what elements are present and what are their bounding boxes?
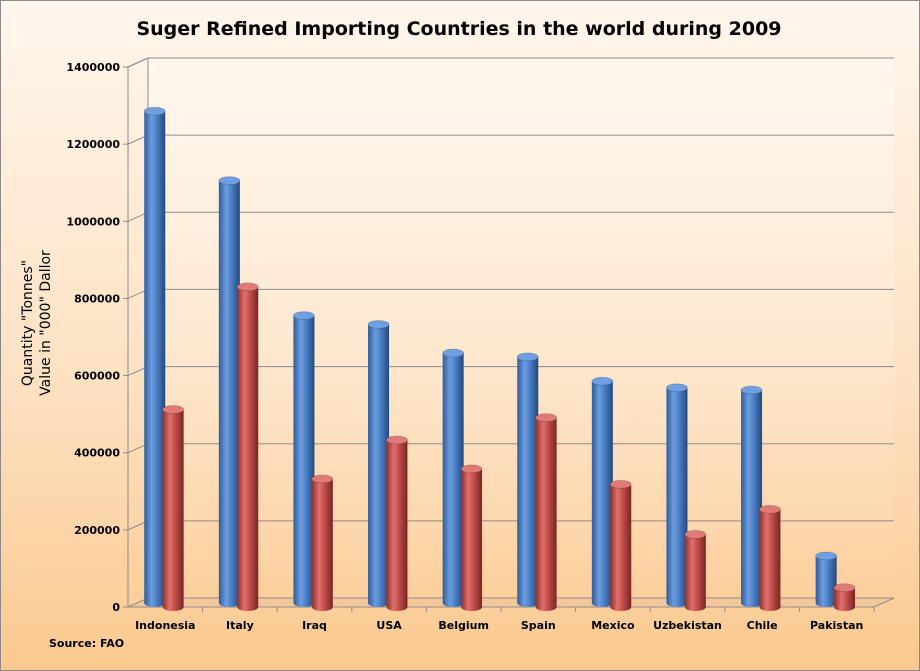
bar-mexico-series-2 bbox=[609, 480, 632, 611]
bar-belgium-series-1 bbox=[442, 348, 464, 607]
bar-top bbox=[162, 405, 184, 414]
bar-spain-series-2 bbox=[535, 413, 557, 611]
x-label-usa: USA bbox=[376, 619, 402, 632]
x-label-chile: Chile bbox=[747, 619, 778, 632]
bar-body bbox=[162, 409, 184, 611]
bar-top bbox=[386, 435, 408, 445]
x-label-spain: Spain bbox=[521, 619, 556, 632]
bar-top bbox=[218, 176, 241, 185]
bar-mexico-series-1 bbox=[591, 376, 614, 607]
bar-top bbox=[236, 282, 259, 292]
bar-top bbox=[833, 583, 856, 593]
x-label-indonesia: Indonesia bbox=[135, 619, 195, 632]
bar-top bbox=[759, 505, 781, 514]
x-label-mexico: Mexico bbox=[591, 619, 635, 632]
bar-top bbox=[815, 551, 837, 561]
bar-body bbox=[386, 439, 408, 611]
bar-uzbekistan-series-1 bbox=[666, 383, 688, 607]
bar-iraq-series-1 bbox=[293, 311, 315, 607]
bar-body bbox=[311, 478, 333, 611]
bar-usa-series-2 bbox=[386, 435, 408, 611]
y-tick-label: 600000 bbox=[74, 370, 120, 383]
bar-body bbox=[815, 555, 837, 607]
bar-body bbox=[834, 587, 856, 611]
bar-chile-series-2 bbox=[759, 505, 781, 611]
bar-top bbox=[740, 385, 763, 395]
bar-top bbox=[684, 530, 707, 539]
bar-body bbox=[517, 356, 539, 607]
x-label-pakistan: Pakistan bbox=[810, 619, 863, 632]
chart-title: Suger Refined Importing Countries in the… bbox=[136, 18, 781, 40]
bar-body bbox=[741, 390, 763, 607]
bars bbox=[143, 106, 856, 611]
source-note: Source: FAO bbox=[49, 637, 124, 650]
y-tick-label: 0 bbox=[112, 601, 120, 614]
plot-back-wall bbox=[148, 58, 894, 598]
bar-top bbox=[311, 474, 334, 484]
bar-body bbox=[759, 509, 781, 611]
x-label-uzbekistan: Uzbekistan bbox=[653, 619, 722, 632]
y-axis-label-line2: Value in "000" Dallor bbox=[38, 250, 54, 396]
gridline-side bbox=[127, 57, 149, 68]
y-tick-label: 200000 bbox=[74, 524, 120, 537]
bar-top bbox=[591, 376, 614, 386]
bar-body bbox=[293, 315, 315, 607]
bar-body bbox=[237, 286, 259, 611]
x-axis-labels: Indonesia Italy Iraq USA Belgium Spain Mexico U… bbox=[135, 607, 875, 632]
bar-chile-series-1 bbox=[740, 385, 763, 607]
bar-italy-series-1 bbox=[218, 176, 241, 607]
bar-uzbekistan-series-2 bbox=[684, 530, 707, 611]
y-tick-label: 1000000 bbox=[66, 215, 120, 228]
bar-belgium-series-2 bbox=[460, 464, 483, 611]
bar-spain-series-1 bbox=[516, 352, 539, 607]
bar-italy-series-2 bbox=[236, 282, 259, 611]
bar-pakistan-series-2 bbox=[833, 583, 856, 611]
bar-body bbox=[666, 387, 688, 607]
bar-body bbox=[368, 324, 390, 607]
bar-body bbox=[610, 484, 632, 611]
y-tick-label: 1200000 bbox=[66, 138, 120, 151]
bar-body bbox=[442, 353, 464, 607]
bar-top bbox=[293, 311, 315, 320]
bar-body bbox=[218, 180, 240, 607]
bar-body bbox=[684, 534, 706, 611]
bar-body bbox=[591, 381, 613, 607]
bar-top bbox=[460, 464, 483, 474]
y-tick-label: 800000 bbox=[74, 292, 120, 305]
y-tick-label: 400000 bbox=[74, 447, 120, 460]
bar-top bbox=[367, 320, 390, 329]
x-label-iraq: Iraq bbox=[302, 619, 327, 632]
bar-top bbox=[143, 106, 166, 116]
y-tick-label: 1400000 bbox=[66, 61, 120, 74]
bar-top bbox=[516, 352, 539, 362]
bar-pakistan-series-1 bbox=[815, 551, 837, 607]
y-axis-label-line1: Quantity "Tonnes" bbox=[20, 260, 36, 386]
x-label-italy: Italy bbox=[226, 619, 254, 632]
bar-body bbox=[144, 111, 166, 607]
x-label-belgium: Belgium bbox=[438, 619, 489, 632]
bar-indonesia-series-2 bbox=[162, 405, 184, 611]
bar-top bbox=[442, 348, 464, 358]
bar-iraq-series-2 bbox=[311, 474, 334, 611]
bar-usa-series-1 bbox=[367, 320, 390, 607]
y-axis-ticks: 0 200000 400000 600000 800000 1000000 1200000 1… bbox=[66, 61, 128, 614]
bar-top bbox=[535, 413, 557, 422]
bar-indonesia-series-1 bbox=[143, 106, 166, 607]
bar-body bbox=[535, 417, 557, 611]
bar-top bbox=[609, 480, 632, 489]
bar-body bbox=[461, 468, 483, 611]
bar-top bbox=[666, 383, 688, 393]
